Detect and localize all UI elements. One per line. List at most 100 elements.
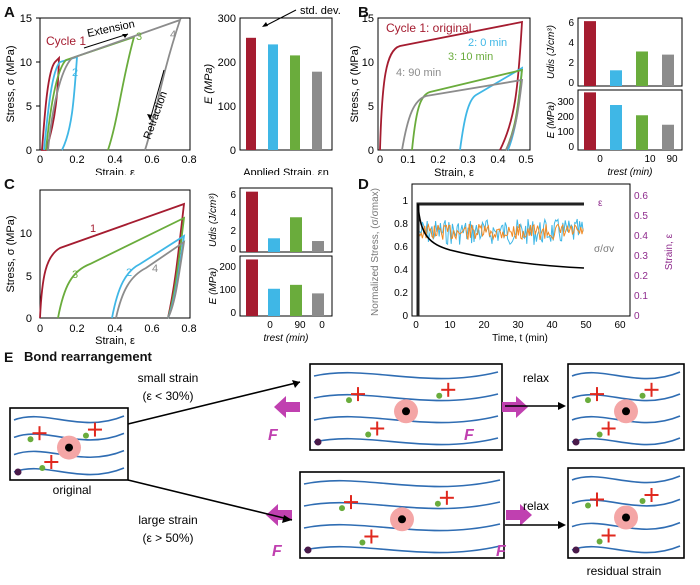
svg-text:5: 5 bbox=[368, 101, 374, 113]
svg-text:Applied Strain, εn: Applied Strain, εn bbox=[243, 167, 329, 175]
svg-text:E (MPa): E (MPa) bbox=[203, 63, 215, 104]
svg-text:300: 300 bbox=[218, 13, 236, 25]
panel-a-letter: A bbox=[4, 4, 15, 21]
svg-text:F: F bbox=[268, 427, 279, 444]
svg-text:200: 200 bbox=[557, 112, 574, 123]
svg-text:0: 0 bbox=[267, 320, 273, 331]
svg-text:0.6: 0.6 bbox=[634, 191, 648, 202]
svg-text:relax: relax bbox=[523, 499, 549, 513]
a-retraction-label: Retraction bbox=[142, 90, 170, 141]
svg-text:30: 30 bbox=[512, 320, 524, 331]
bar-1 bbox=[268, 238, 280, 252]
panel-a-stress-strain-plot: 0 5 10 15 0 0.2 0.4 0.6 0.8 Strain, ε St… bbox=[5, 5, 341, 175]
bar-1 bbox=[268, 44, 278, 150]
bar-1 bbox=[610, 105, 622, 150]
svg-text:E (MPa): E (MPa) bbox=[208, 268, 219, 305]
bar-0 bbox=[246, 191, 258, 252]
svg-text:0: 0 bbox=[568, 142, 574, 153]
bar-1 bbox=[610, 70, 622, 86]
bar-2 bbox=[636, 115, 648, 150]
svg-text:60: 60 bbox=[614, 320, 626, 331]
a-ytick-0: 0 bbox=[26, 145, 32, 157]
svg-text:0.1: 0.1 bbox=[400, 154, 415, 166]
svg-text:trest (min): trest (min) bbox=[264, 333, 309, 344]
svg-text:0: 0 bbox=[368, 145, 374, 157]
a-ytick-3: 15 bbox=[20, 13, 32, 25]
a-xtick-3: 0.6 bbox=[144, 154, 159, 166]
svg-text:Time, t (min): Time, t (min) bbox=[492, 333, 548, 344]
panel-d-letter: D bbox=[358, 176, 369, 193]
svg-text:0: 0 bbox=[377, 154, 383, 166]
bar-0 bbox=[584, 92, 596, 150]
bar-3 bbox=[662, 54, 674, 86]
bar-3 bbox=[312, 241, 324, 252]
svg-text:0.4: 0.4 bbox=[394, 265, 408, 276]
a-xtick-0: 0 bbox=[37, 154, 43, 166]
svg-text:10: 10 bbox=[444, 320, 456, 331]
svg-text:E (MPa): E (MPa) bbox=[546, 102, 557, 139]
svg-text:0.5: 0.5 bbox=[518, 154, 533, 166]
svg-text:0.1: 0.1 bbox=[634, 291, 648, 302]
bar-2 bbox=[290, 217, 302, 252]
svg-text:4: 90 min: 4: 90 min bbox=[396, 67, 441, 79]
svg-text:Stress, σ (MPa): Stress, σ (MPa) bbox=[5, 215, 17, 292]
svg-text:90: 90 bbox=[294, 320, 306, 331]
panel-b-letter: B bbox=[358, 4, 369, 21]
bar-0 bbox=[584, 21, 596, 87]
a-std-dev-label: std. dev. bbox=[300, 5, 341, 17]
svg-text:0.4: 0.4 bbox=[490, 154, 505, 166]
svg-text:original: original bbox=[53, 483, 92, 497]
svg-text:0.8: 0.8 bbox=[394, 219, 408, 230]
svg-text:10: 10 bbox=[644, 154, 656, 165]
svg-text:ε: ε bbox=[598, 198, 603, 209]
a-ytick-1: 5 bbox=[26, 101, 32, 113]
a-cycle4-label: 4 bbox=[170, 29, 176, 41]
svg-text:0.4: 0.4 bbox=[107, 323, 122, 335]
svg-text:50: 50 bbox=[580, 320, 592, 331]
panel-d-time-plot: 0 0.2 0.4 0.6 0.8 1 0 10 20 30 40 50 60 … bbox=[370, 183, 675, 344]
svg-text:0: 0 bbox=[230, 244, 236, 255]
svg-text:2: 2 bbox=[568, 58, 574, 69]
svg-text:Cycle 1: original: Cycle 1: original bbox=[386, 21, 471, 35]
svg-text:100: 100 bbox=[557, 127, 574, 138]
bar-3 bbox=[312, 71, 322, 150]
svg-text:Strain, ε: Strain, ε bbox=[95, 335, 135, 346]
svg-text:(ε < 30%): (ε < 30%) bbox=[142, 389, 193, 403]
svg-text:0.5: 0.5 bbox=[634, 211, 648, 222]
panel-e-title: Bond rearrangement bbox=[24, 349, 152, 364]
svg-text:relax: relax bbox=[523, 371, 549, 385]
bar-1 bbox=[268, 288, 280, 316]
svg-text:0.3: 0.3 bbox=[460, 154, 475, 166]
svg-text:1: 1 bbox=[90, 223, 96, 235]
svg-text:4: 4 bbox=[568, 38, 574, 49]
svg-text:200: 200 bbox=[218, 57, 236, 69]
panel-b-stress-strain-plot: 0 5 10 15 0 0.1 0.2 0.3 0.4 0.5 Strain, … bbox=[350, 13, 683, 178]
svg-text:0.2: 0.2 bbox=[69, 323, 84, 335]
bar-2 bbox=[290, 284, 302, 316]
svg-text:0: 0 bbox=[319, 320, 325, 331]
svg-text:0.2: 0.2 bbox=[634, 271, 648, 282]
svg-text:0.2: 0.2 bbox=[430, 154, 445, 166]
svg-text:40: 40 bbox=[546, 320, 558, 331]
svg-text:0: 0 bbox=[402, 311, 408, 322]
bar-3 bbox=[662, 124, 674, 150]
a-cycle3-label: 3 bbox=[136, 31, 142, 43]
svg-text:0: 0 bbox=[26, 313, 32, 325]
svg-text:large strain: large strain bbox=[138, 513, 197, 527]
panel-c-stress-strain-plot: 0 5 10 0 0.2 0.4 0.6 0.8 Strain, ε Stres… bbox=[5, 187, 333, 346]
bar-3 bbox=[312, 293, 324, 316]
svg-text:5: 5 bbox=[26, 271, 32, 283]
svg-text:0: 0 bbox=[634, 311, 640, 322]
svg-text:F: F bbox=[272, 543, 283, 560]
a-cycle2-label: 2 bbox=[72, 67, 78, 79]
svg-text:0.8: 0.8 bbox=[181, 323, 196, 335]
a-xlabel: Strain, ε bbox=[95, 167, 135, 175]
svg-text:F: F bbox=[464, 427, 475, 444]
bar-2 bbox=[290, 55, 300, 150]
svg-text:0.4: 0.4 bbox=[634, 231, 648, 242]
svg-text:200: 200 bbox=[219, 262, 236, 273]
svg-text:4: 4 bbox=[230, 208, 236, 219]
svg-text:6: 6 bbox=[230, 190, 236, 201]
svg-text:(ε > 50%): (ε > 50%) bbox=[142, 531, 193, 545]
svg-text:0.6: 0.6 bbox=[394, 242, 408, 253]
